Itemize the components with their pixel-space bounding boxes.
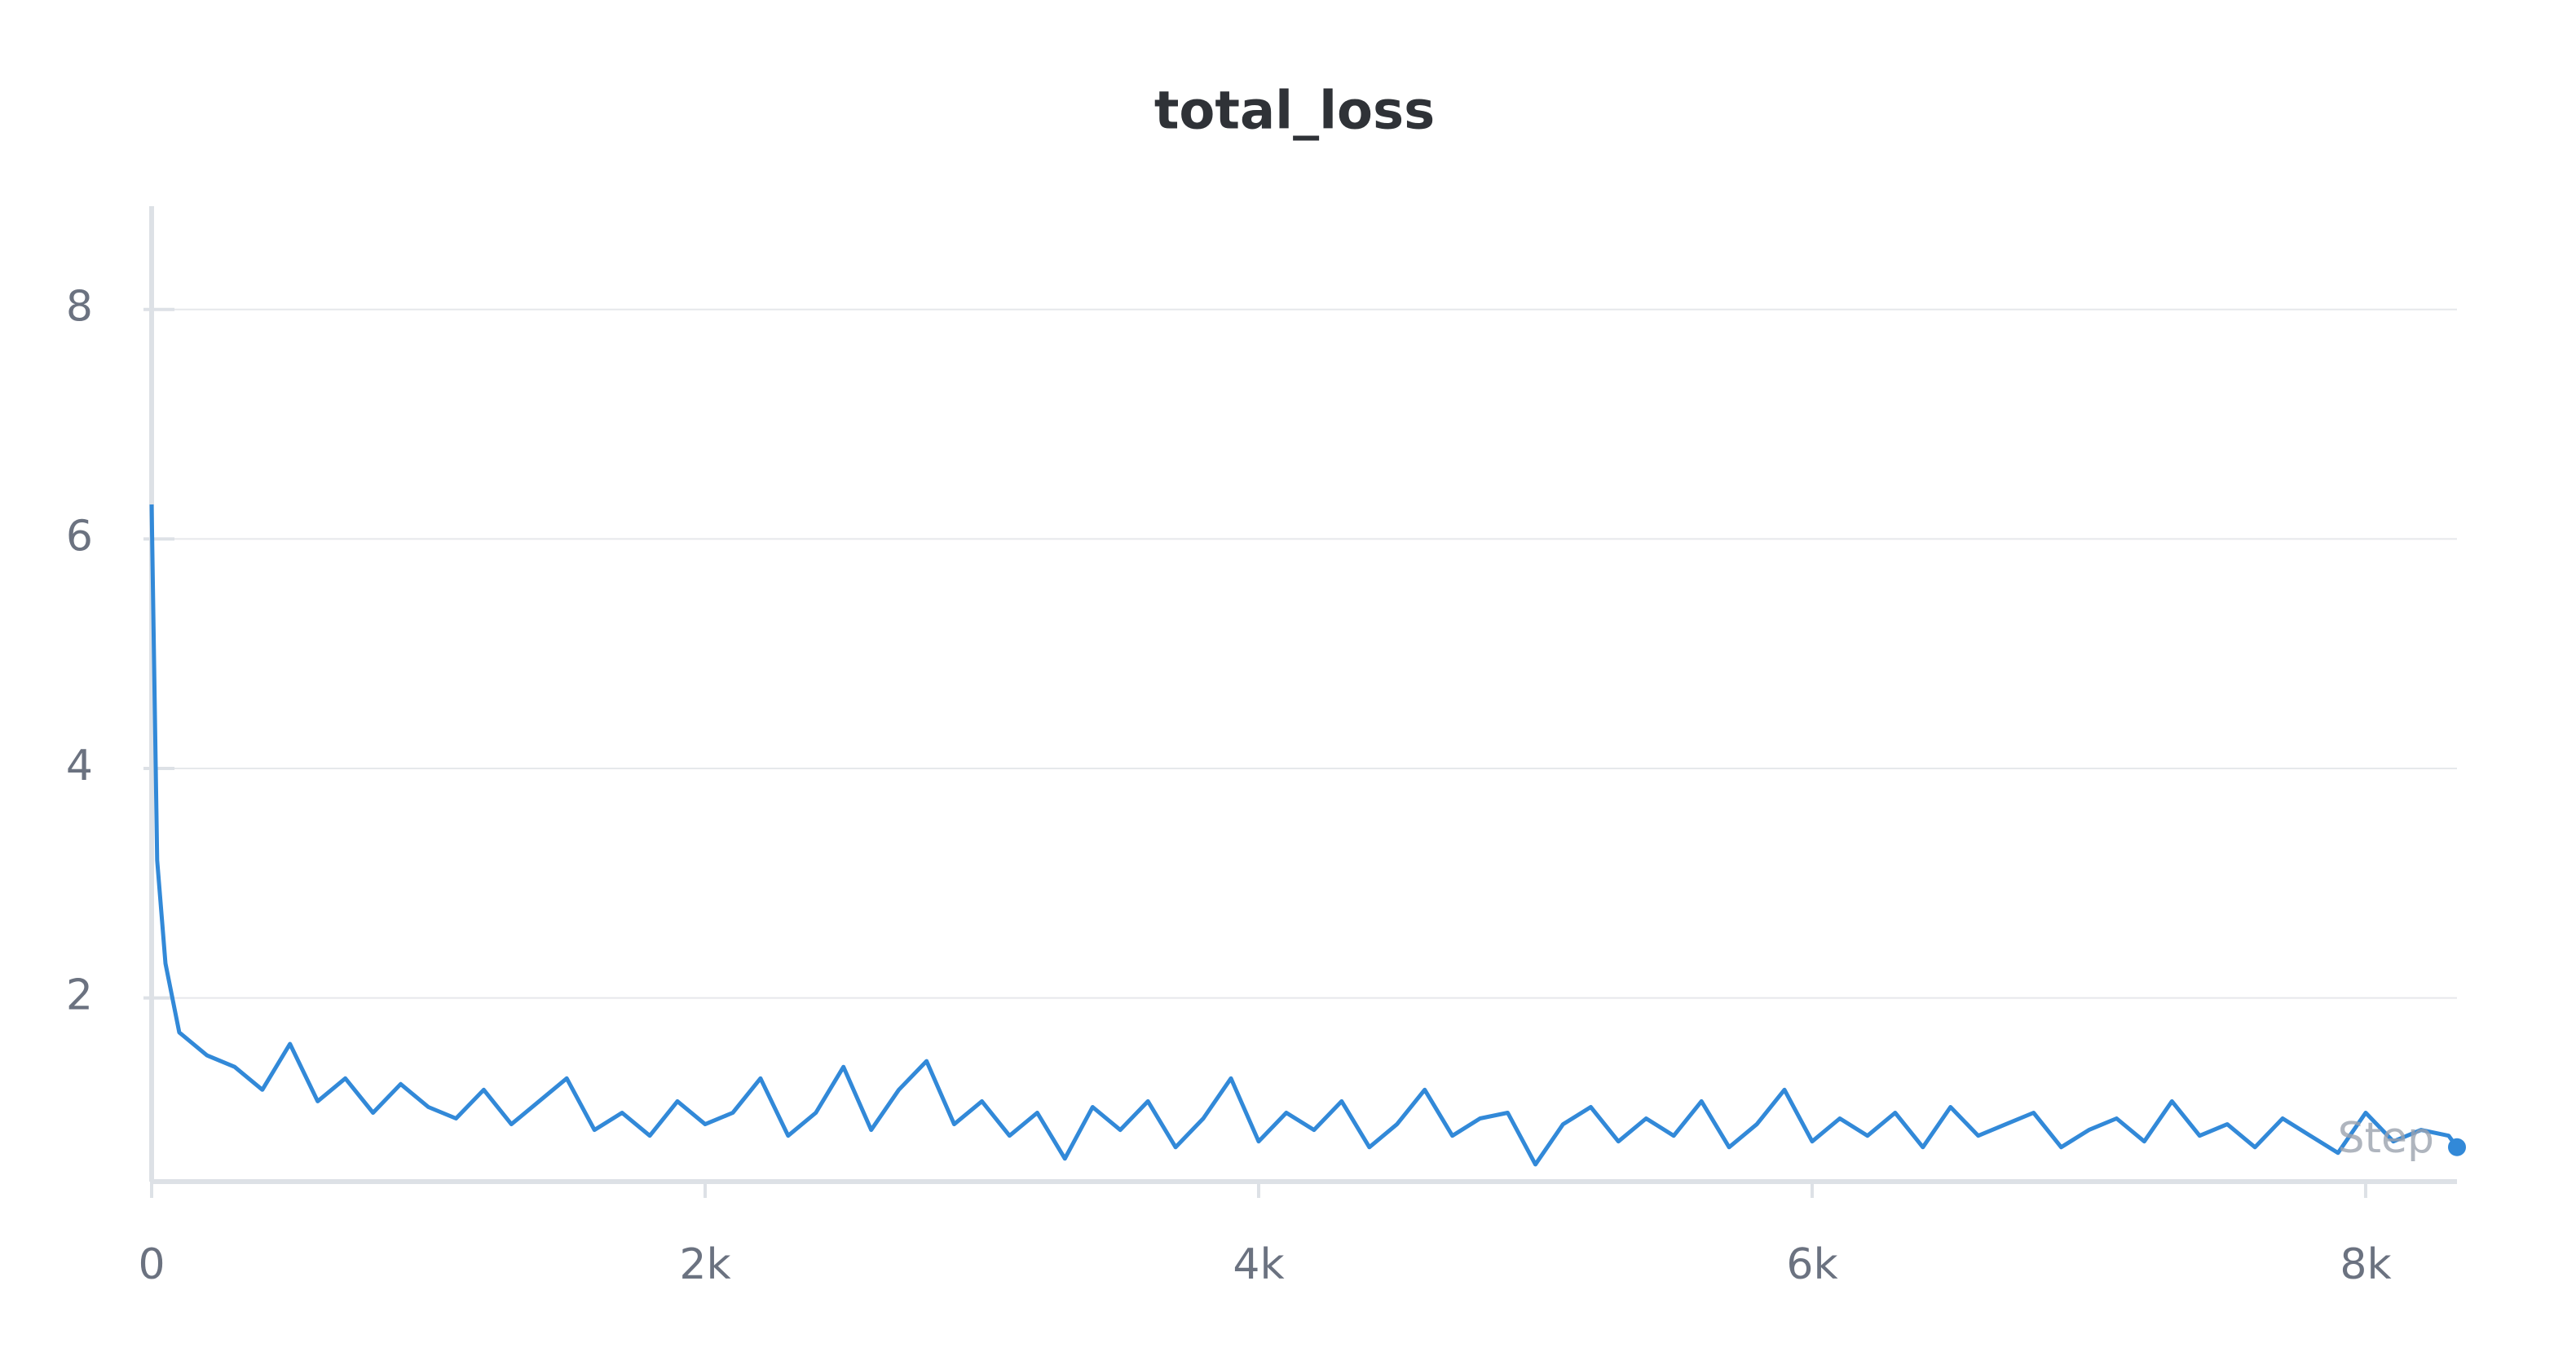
x-tick-label: 8k [2340,1240,2391,1289]
loss-line [149,504,2459,1167]
chart-title: total_loss [1154,81,1435,142]
y-tick-label: 6 [66,512,93,561]
end-point [2448,1138,2466,1156]
y-tick-label: 8 [66,283,93,332]
y-tick-label: 4 [66,742,93,790]
x-tick-label: 6k [1786,1240,1837,1289]
y-tick-label: 2 [66,971,93,1020]
x-tick-label: 4k [1233,1240,1284,1289]
x-tick-label: 0 [138,1240,165,1289]
x-tick-label: 2k [679,1240,730,1289]
x-axis-label: Step [2338,1114,2434,1163]
